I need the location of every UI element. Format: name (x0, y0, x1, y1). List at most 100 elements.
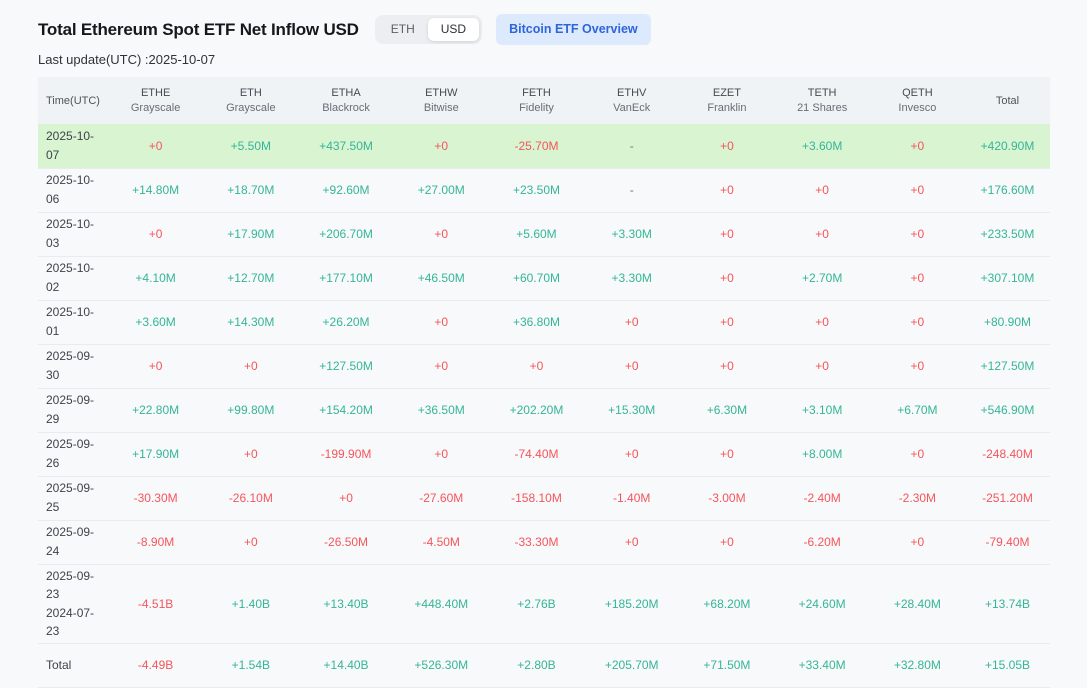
table-header-row: Time(UTC) ETHE Grayscale ETH Grayscale ETHA Bl… (38, 77, 1050, 124)
value-cell: +0 (679, 432, 775, 477)
date-cell: 2025-10-01 (38, 300, 108, 345)
page-title: Total Ethereum Spot ETF Net Inflow USD (38, 19, 359, 39)
value-cell: +3.60M (774, 124, 870, 169)
column-header: ETHW Bitwise (393, 77, 489, 124)
value-cell: +206.70M (298, 212, 394, 257)
value-cell: -26.50M (298, 520, 394, 565)
total-label-cell: Total (38, 643, 108, 688)
column-header: ETH Grayscale (203, 77, 299, 124)
value-cell: +437.50M (298, 124, 394, 169)
value-cell: +0 (203, 520, 299, 565)
date-cell: 2025-09-23 2024-07-23 (38, 564, 108, 644)
value-cell: -2.30M (869, 476, 965, 521)
date-cell: 2025-09-29 (38, 388, 108, 433)
value-cell: +14.30M (203, 300, 299, 345)
value-cell: +0 (869, 344, 965, 389)
value-cell: -248.40M (965, 432, 1050, 477)
value-cell: +127.50M (298, 344, 394, 389)
value-cell: +307.10M (965, 256, 1050, 301)
bitcoin-etf-overview-button[interactable]: Bitcoin ETF Overview (496, 14, 651, 45)
page-header: Total Ethereum Spot ETF Net Inflow USD E… (38, 14, 1050, 45)
value-cell: +202.20M (488, 388, 585, 433)
date-cell: 2025-10-07 (38, 124, 108, 169)
column-header: EZET Franklin (679, 77, 775, 124)
value-cell: +24.60M (774, 564, 870, 644)
value-cell: +0 (203, 344, 299, 389)
value-cell: +0 (869, 212, 965, 257)
value-cell: +27.00M (393, 168, 489, 213)
value-cell: +0 (679, 168, 775, 213)
value-cell: +0 (679, 124, 775, 169)
date-cell: 2025-09-26 (38, 432, 108, 477)
value-cell: +18.70M (203, 168, 299, 213)
toggle-option-usd[interactable]: USD (427, 17, 480, 42)
value-cell: +14.80M (108, 168, 204, 213)
column-header: ETHE Grayscale (108, 77, 204, 124)
value-cell: +6.70M (869, 388, 965, 433)
value-cell: +14.40B (298, 643, 394, 688)
value-cell: +0 (298, 476, 394, 521)
table-row: 2025-10-01 +3.60M +14.30M +26.20M +0 +36.80M +… (38, 300, 1050, 345)
value-cell: +12.70M (203, 256, 299, 301)
table-row: 2025-09-24 -8.90M +0 -26.50M -4.50M -33.30M +0… (38, 520, 1050, 565)
value-cell: +3.30M (584, 212, 680, 257)
value-cell: +0 (108, 344, 204, 389)
date-cell: 2025-10-06 (38, 168, 108, 213)
etf-inflow-table: Time(UTC) ETHE Grayscale ETH Grayscale ETHA Bl… (38, 77, 1050, 688)
value-cell: +36.80M (488, 300, 585, 345)
column-header: QETH Invesco (869, 77, 965, 124)
value-cell: +448.40M (393, 564, 489, 644)
value-cell: +80.90M (965, 300, 1050, 345)
value-cell: -251.20M (965, 476, 1050, 521)
value-cell: +3.60M (108, 300, 204, 345)
value-cell: +154.20M (298, 388, 394, 433)
column-header: TETH 21 Shares (774, 77, 870, 124)
value-cell: -4.50M (393, 520, 489, 565)
value-cell: +28.40M (869, 564, 965, 644)
value-cell: +99.80M (203, 388, 299, 433)
value-cell: -1.40M (584, 476, 680, 521)
value-cell: -6.20M (774, 520, 870, 565)
column-header: FETH Fidelity (488, 77, 585, 124)
value-cell: +5.60M (488, 212, 585, 257)
value-cell: +0 (584, 432, 680, 477)
value-cell: +127.50M (965, 344, 1050, 389)
value-cell: +176.60M (965, 168, 1050, 213)
value-cell: -27.60M (393, 476, 489, 521)
value-cell: +33.40M (774, 643, 870, 688)
value-cell: +8.00M (774, 432, 870, 477)
date-cell: 2025-10-03 (38, 212, 108, 257)
table-row: 2025-09-29 +22.80M +99.80M +154.20M +36.50M +… (38, 388, 1050, 433)
value-cell: -3.00M (679, 476, 775, 521)
column-header: ETHA Blackrock (298, 77, 394, 124)
value-cell: +4.10M (108, 256, 204, 301)
value-cell: +0 (679, 256, 775, 301)
value-cell: +0 (679, 344, 775, 389)
date-cell: 2025-10-02 (38, 256, 108, 301)
value-cell: +0 (584, 520, 680, 565)
value-cell: +0 (393, 300, 489, 345)
value-cell: +0 (203, 432, 299, 477)
value-cell: +0 (869, 124, 965, 169)
value-cell: +0 (679, 212, 775, 257)
value-cell: +13.40B (298, 564, 394, 644)
value-cell: +22.80M (108, 388, 204, 433)
value-cell: +3.30M (584, 256, 680, 301)
value-cell: +17.90M (108, 432, 204, 477)
value-cell: +0 (679, 520, 775, 565)
value-cell: - (584, 168, 680, 213)
table-row: 2025-10-03 +0 +17.90M +206.70M +0 +5.60M +3.30… (38, 212, 1050, 257)
value-cell: -26.10M (203, 476, 299, 521)
toggle-option-eth[interactable]: ETH (390, 21, 415, 36)
value-cell: +185.20M (584, 564, 680, 644)
date-cell: 2025-09-25 (38, 476, 108, 521)
value-cell: +1.54B (203, 643, 299, 688)
value-cell: +0 (393, 432, 489, 477)
column-header: Total (965, 77, 1050, 124)
date-cell: 2025-09-24 (38, 520, 108, 565)
value-cell: +15.30M (584, 388, 680, 433)
value-cell: +0 (869, 432, 965, 477)
value-cell: +233.50M (965, 212, 1050, 257)
value-cell: +0 (869, 168, 965, 213)
value-cell: +92.60M (298, 168, 394, 213)
